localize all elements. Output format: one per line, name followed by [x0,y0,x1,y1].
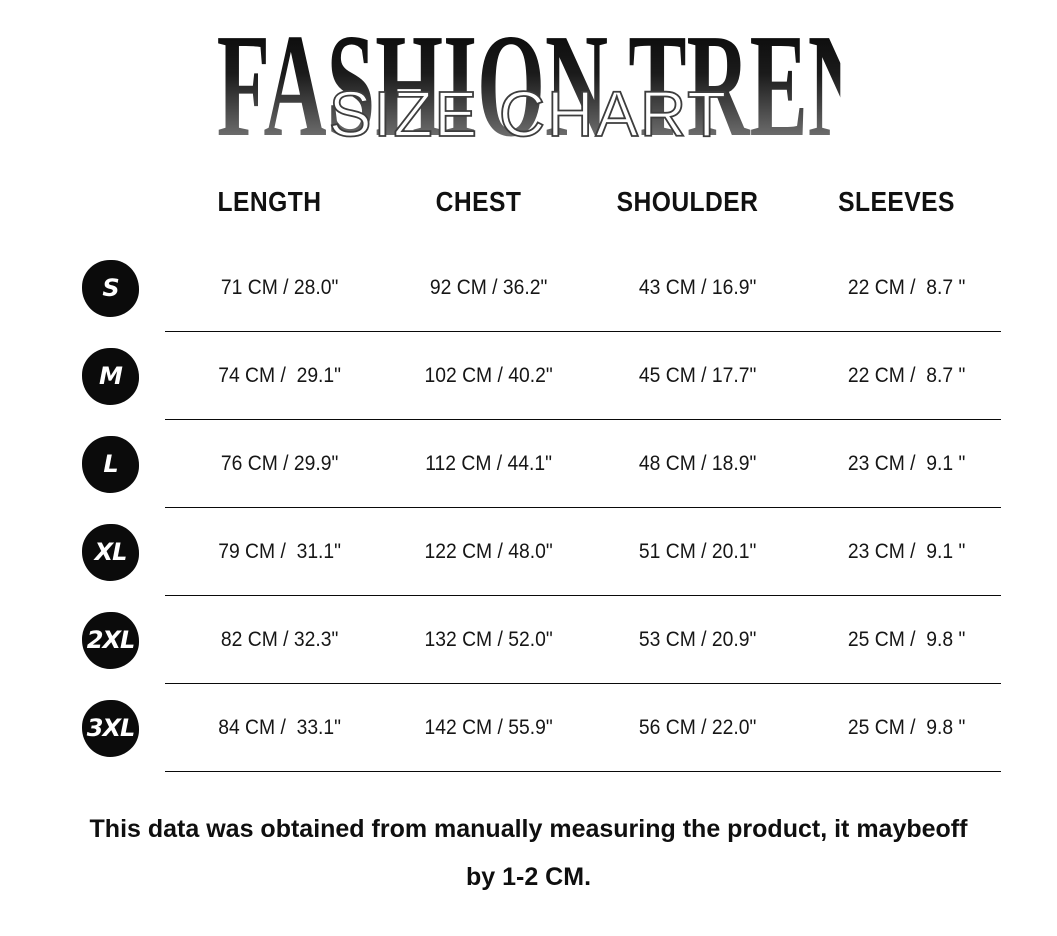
table-row-xl: XL 79 CM / 31.1" 122 CM / 48.0" 51 CM / … [0,508,1057,596]
size-badge-cell: M [0,347,165,405]
length-value: 71 CM / 28.0" [220,276,339,299]
length-value: 82 CM / 32.3" [220,628,339,651]
chest-value: 132 CM / 52.0" [424,628,553,651]
length-value: 84 CM / 33.1" [218,716,342,739]
size-badge-cell: 3XL [0,699,165,757]
column-header-row: LENGTH CHEST SHOULDER SLEEVES [0,186,1057,218]
chest-value: 112 CM / 44.1" [425,452,553,475]
shoulder-value: 43 CM / 16.9" [638,276,757,299]
chest-value: 92 CM / 36.2" [429,276,548,299]
footer-note: This data was obtained from manually mea… [0,806,1057,901]
table-row-3xl: 3XL 84 CM / 33.1" 142 CM / 55.9" 56 CM /… [0,684,1057,772]
size-badge: XL [82,523,139,581]
size-badge-cell: 2XL [0,611,165,669]
footer-line-2: by 1-2 CM. [465,862,592,891]
size-badge: 2XL [82,611,139,669]
size-badge: L [82,435,139,493]
shoulder-value: 48 CM / 18.9" [638,452,757,475]
size-badge-cell: L [0,435,165,493]
column-header-chest: CHEST [435,186,522,217]
sleeves-value: 25 CM / 9.8 " [847,716,966,739]
shoulder-value: 51 CM / 20.1" [638,540,757,563]
sleeves-value: 23 CM / 9.1 " [847,452,966,475]
chest-value: 142 CM / 55.9" [424,716,553,739]
shoulder-value: 53 CM / 20.9" [638,628,757,651]
column-header-length: LENGTH [217,186,322,217]
size-badge-cell: XL [0,523,165,581]
size-badge-cell: S [0,259,165,317]
sleeves-value: 22 CM / 8.7 " [847,276,966,299]
size-column-spacer [10,186,155,218]
chest-value: 122 CM / 48.0" [424,540,553,563]
sleeves-value: 25 CM / 9.8 " [847,628,966,651]
column-header-sleeves: SLEEVES [838,186,955,217]
length-value: 76 CM / 29.9" [220,452,339,475]
size-badge: M [82,347,139,405]
chest-value: 102 CM / 40.2" [424,364,553,387]
page-subtitle: SIZE CHART [328,78,729,150]
footer-line-1: This data was obtained from manually mea… [89,815,968,843]
sleeves-value: 22 CM / 8.7 " [847,364,966,387]
size-badge: S [82,259,139,317]
length-value: 74 CM / 29.1" [218,364,342,387]
sleeves-value: 23 CM / 9.1 " [847,540,966,563]
column-header-shoulder: SHOULDER [616,186,759,217]
size-table: S 71 CM / 28.0" 92 CM / 36.2" 43 CM / 16… [0,244,1057,772]
size-badge: 3XL [82,699,139,757]
table-row-s: S 71 CM / 28.0" 92 CM / 36.2" 43 CM / 16… [0,244,1057,332]
shoulder-value: 56 CM / 22.0" [638,716,757,739]
table-row-2xl: 2XL 82 CM / 32.3" 132 CM / 52.0" 53 CM /… [0,596,1057,684]
table-row-m: M 74 CM / 29.1" 102 CM / 40.2" 45 CM / 1… [0,332,1057,420]
shoulder-value: 45 CM / 17.7" [638,364,757,387]
masthead: FASHION TRENDS SIZE CHART [0,0,1057,160]
length-value: 79 CM / 31.1" [218,540,342,563]
table-row-l: L 76 CM / 29.9" 112 CM / 44.1" 48 CM / 1… [0,420,1057,508]
